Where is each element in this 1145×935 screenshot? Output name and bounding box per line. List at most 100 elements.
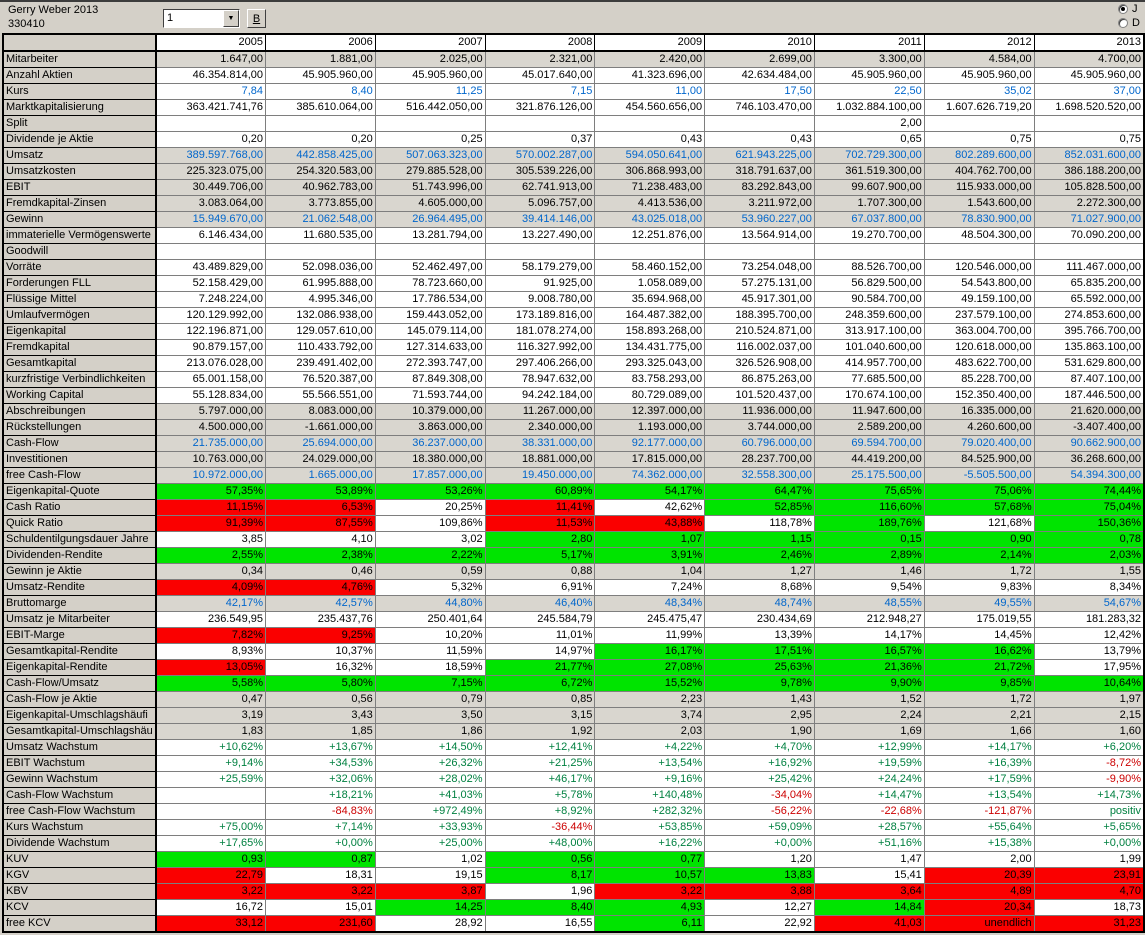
cell[interactable]: 60.796.000,00: [704, 435, 815, 452]
cell[interactable]: 21,77%: [484, 659, 596, 676]
cell[interactable]: 3,64: [813, 883, 925, 900]
cell[interactable]: 225.323.075,00: [155, 163, 267, 180]
cell[interactable]: +34,53%: [265, 755, 376, 772]
cell[interactable]: 21.062.548,00: [265, 211, 376, 228]
cell[interactable]: 212.948,27: [813, 611, 925, 628]
cell[interactable]: 3,88: [704, 883, 815, 900]
cell[interactable]: +0,00%: [1033, 835, 1145, 852]
cell[interactable]: 3,22: [155, 883, 267, 900]
cell[interactable]: 70.090.200,00: [1033, 227, 1145, 244]
cell[interactable]: 78.947.632,00: [484, 371, 596, 388]
cell[interactable]: 17,51%: [704, 643, 815, 660]
cell[interactable]: 8,17: [484, 867, 596, 884]
cell[interactable]: 14,45%: [923, 627, 1035, 644]
cell[interactable]: 746.103.470,00: [704, 99, 815, 116]
cell[interactable]: 41,03: [813, 915, 925, 933]
cell[interactable]: 1,43: [704, 691, 815, 708]
cell[interactable]: 7,15%: [374, 675, 486, 692]
cell[interactable]: 48,34%: [594, 595, 706, 612]
page-selector-combobox[interactable]: 1 ▼: [163, 9, 240, 28]
cell[interactable]: [484, 115, 596, 132]
cell[interactable]: 3,19: [155, 707, 267, 724]
cell[interactable]: +25,00%: [374, 835, 486, 852]
cell[interactable]: 46.354.814,00: [155, 67, 267, 84]
cell[interactable]: +15,38%: [923, 835, 1035, 852]
cell[interactable]: 85.228.700,00: [923, 371, 1035, 388]
cell[interactable]: 230.434,69: [704, 611, 815, 628]
cell[interactable]: 71.238.483,00: [594, 179, 706, 196]
cell[interactable]: 0,79: [374, 691, 486, 708]
cell[interactable]: 2,38%: [265, 547, 376, 564]
cell[interactable]: 44.419.200,00: [813, 451, 925, 468]
cell[interactable]: 18.881.000,00: [484, 451, 596, 468]
cell[interactable]: 42,57%: [265, 595, 376, 612]
cell[interactable]: 1,04: [594, 563, 706, 580]
cell[interactable]: 11,99%: [594, 627, 706, 644]
cell[interactable]: 6,11: [594, 915, 706, 933]
cell[interactable]: +0,00%: [265, 835, 376, 852]
cell[interactable]: -3.407.400,00: [1033, 419, 1145, 436]
cell[interactable]: 35.694.968,00: [594, 291, 706, 308]
cell[interactable]: 1.698.520.520,00: [1033, 99, 1145, 116]
cell[interactable]: 18.380.000,00: [374, 451, 486, 468]
cell[interactable]: 22,79: [155, 867, 267, 884]
cell[interactable]: 4.500.000,00: [155, 419, 267, 436]
cell[interactable]: 115.933.000,00: [923, 179, 1035, 196]
cell[interactable]: 20,34: [923, 899, 1035, 916]
cell[interactable]: 181.078.274,00: [484, 323, 596, 340]
cell[interactable]: 173.189.816,00: [484, 307, 596, 324]
cell[interactable]: 11,15%: [155, 499, 267, 516]
cell[interactable]: 25,63%: [704, 659, 815, 676]
cell[interactable]: 14,97%: [484, 643, 596, 660]
cell[interactable]: +7,14%: [265, 819, 376, 836]
cell[interactable]: -1.661.000,00: [265, 419, 376, 436]
cell[interactable]: 3,85: [155, 531, 267, 548]
cell[interactable]: 187.446.500,00: [1033, 387, 1145, 404]
cell[interactable]: 210.524.871,00: [704, 323, 815, 340]
cell[interactable]: 135.863.100,00: [1033, 339, 1145, 356]
cell[interactable]: 2.420,00: [594, 50, 706, 68]
cell[interactable]: 6.146.434,00: [155, 227, 267, 244]
cell[interactable]: 145.079.114,00: [374, 323, 486, 340]
cell[interactable]: 8.083.000,00: [265, 403, 376, 420]
cell[interactable]: 17,95%: [1033, 659, 1145, 676]
cell[interactable]: 274.853.600,00: [1033, 307, 1145, 324]
cell[interactable]: 111.467.000,00: [1033, 259, 1145, 276]
cell[interactable]: 90.879.157,00: [155, 339, 267, 356]
cell[interactable]: 10,57: [594, 867, 706, 884]
cell[interactable]: 12.397.000,00: [594, 403, 706, 420]
cell[interactable]: -36,44%: [484, 819, 596, 836]
cell[interactable]: 64,47%: [704, 483, 815, 500]
cell[interactable]: 11,59%: [374, 643, 486, 660]
cell[interactable]: [374, 243, 486, 260]
cell[interactable]: 45.917.301,00: [704, 291, 815, 308]
cell[interactable]: [1033, 115, 1145, 132]
cell[interactable]: 3,43: [265, 707, 376, 724]
cell[interactable]: 3.211.972,00: [704, 195, 815, 212]
cell[interactable]: -121,87%: [923, 803, 1035, 820]
cell[interactable]: 116,60%: [813, 499, 925, 516]
cell[interactable]: 1,47: [813, 851, 925, 868]
cell[interactable]: 11.267.000,00: [484, 403, 596, 420]
cell[interactable]: 239.491.402,00: [265, 355, 376, 372]
cell[interactable]: 2,46%: [704, 547, 815, 564]
cell[interactable]: 78.830.900,00: [923, 211, 1035, 228]
cell[interactable]: 17.786.534,00: [374, 291, 486, 308]
cell[interactable]: 10,64%: [1033, 675, 1145, 692]
cell[interactable]: 52,85%: [704, 499, 815, 516]
cell[interactable]: 483.622.700,00: [923, 355, 1035, 372]
cell[interactable]: +14,50%: [374, 739, 486, 756]
cell[interactable]: 13.564.914,00: [704, 227, 815, 244]
cell[interactable]: 2,95: [704, 707, 815, 724]
cell[interactable]: 1,60: [1033, 723, 1145, 740]
cell[interactable]: +12,99%: [813, 739, 925, 756]
cell[interactable]: 3,91%: [594, 547, 706, 564]
cell[interactable]: 122.196.871,00: [155, 323, 267, 340]
cell[interactable]: [155, 115, 267, 132]
cell[interactable]: 11,00: [594, 83, 706, 100]
cell[interactable]: 3,02: [374, 531, 486, 548]
cell[interactable]: 3,15: [484, 707, 596, 724]
cell[interactable]: 16,57%: [813, 643, 925, 660]
cell[interactable]: 74,44%: [1033, 483, 1145, 500]
cell[interactable]: 55.128.834,00: [155, 387, 267, 404]
